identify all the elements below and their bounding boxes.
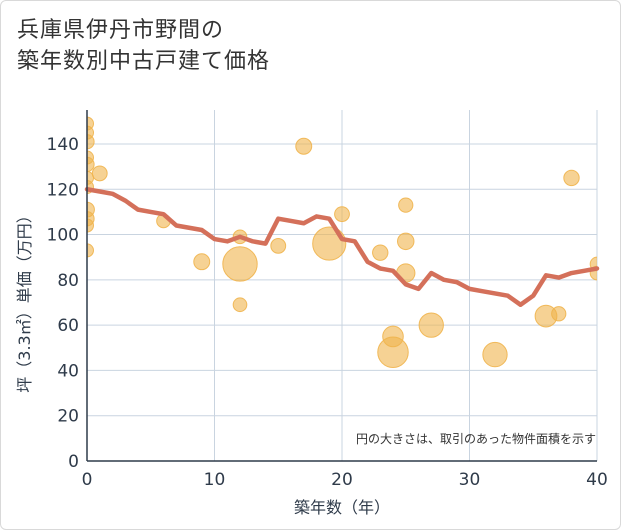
bubble-point — [377, 336, 409, 369]
bubble-point — [397, 232, 415, 251]
bubble-point — [193, 253, 211, 271]
bubble-point — [398, 197, 414, 213]
chart-title: 兵庫県伊丹市野間の 築年数別中古戸建て価格 — [17, 15, 270, 77]
x-tick-label: 0 — [82, 470, 93, 490]
bubble-point — [87, 243, 94, 258]
average-price-line — [84, 187, 600, 307]
y-tick-label: 20 — [57, 407, 79, 427]
x-tick-label: 10 — [204, 470, 226, 490]
y-tick-label: 40 — [57, 361, 79, 381]
y-tick-label: 100 — [47, 226, 79, 246]
y-tick-label: 60 — [57, 316, 79, 336]
y-tick-label: 140 — [47, 135, 79, 155]
x-tick-label: 30 — [459, 470, 481, 490]
y-tick-label: 0 — [68, 452, 79, 472]
y-axis-label: 坪（3.3㎡）単価（万円） — [15, 207, 34, 392]
x-axis-label: 築年数（年） — [294, 498, 390, 517]
bubble-point — [418, 312, 444, 338]
bubble-point — [222, 246, 258, 282]
bubble-point — [372, 244, 389, 261]
grid-lines — [86, 110, 598, 462]
y-tick-label: 80 — [57, 271, 79, 291]
chart-note: 円の大きさは、取引のあった物件面積を示す — [356, 431, 596, 446]
chart-title-line-2: 築年数別中古戸建て価格 — [17, 49, 271, 74]
y-tick-label: 120 — [47, 180, 79, 200]
bubble-point — [270, 237, 287, 254]
bubble-point — [295, 137, 313, 155]
line-layer — [84, 187, 600, 307]
bubble-point — [312, 226, 347, 261]
bubble-point — [551, 306, 567, 322]
bubble-point — [563, 169, 580, 187]
bubble-point — [482, 341, 508, 368]
chart-title-line-1: 兵庫県伊丹市野間の — [17, 18, 225, 43]
bubble-point — [334, 206, 350, 223]
bubble-point — [232, 297, 248, 313]
bubble-point — [87, 218, 94, 233]
x-tick-label: 40 — [586, 470, 608, 490]
x-tick-label: 20 — [331, 470, 353, 490]
axes: 0 10 20 30 40 0 20 40 60 80 100 120 140 — [47, 110, 608, 490]
bubble-point — [91, 165, 108, 182]
